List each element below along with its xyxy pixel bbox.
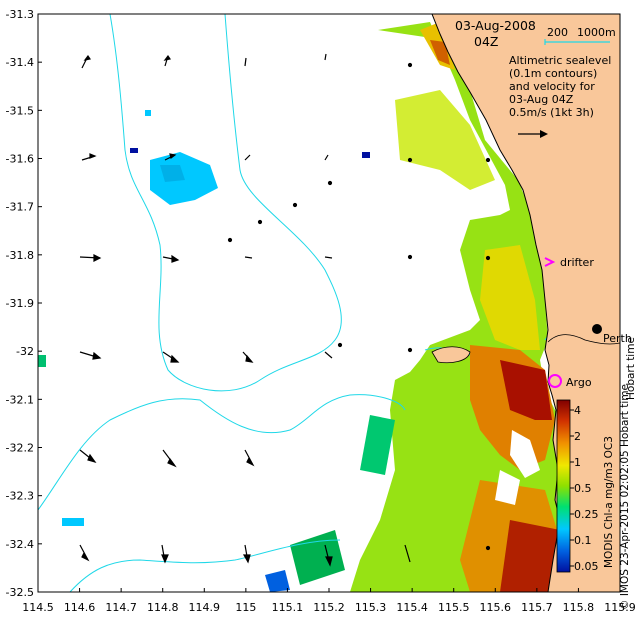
y-axis: -31.3 -31.4 -31.5 -31.6 -31.7 -31.8 -31.9 -32 -3…: [6, 8, 42, 599]
rottnest-island: [431, 346, 471, 364]
date-label: 03-Aug-2008: [455, 18, 536, 33]
scale-text: 0.5m/s (1kt 3h): [509, 106, 594, 119]
y-tick-label: -31.9: [6, 297, 34, 310]
credit-text: © IMOS 23-Apr-2015 02:02:05 Hobart time: [619, 384, 631, 610]
colorbar-tick-label: 0.25: [574, 508, 599, 521]
x-axis: 114.5 114.6 114.7 114.8 114.9 115 115.1 115.2 11…: [22, 588, 636, 614]
x-tick-label: 115.2: [313, 601, 345, 614]
x-tick-label: 115.5: [438, 601, 470, 614]
colorbar-tick-label: 0.5: [574, 482, 592, 495]
colorbar-title: MODIS Chl-a mg/m3 OC3: [603, 436, 615, 568]
x-tick-label: 114.7: [105, 601, 137, 614]
colorbar-tick-label: 1: [574, 456, 581, 469]
colorbar: 4 2 1 0.5 0.25 0.1 0.05: [556, 399, 599, 573]
colorbar-ticks: 4 2 1 0.5 0.25 0.1 0.05: [570, 404, 599, 573]
description-line: Altimetric sealevel: [509, 54, 611, 67]
argo-marker: [548, 374, 562, 388]
plot-area: [38, 14, 620, 592]
city-label-perth: Perth: [603, 332, 632, 345]
y-tick-label: -31.7: [6, 201, 34, 214]
x-tick-label: 114.8: [147, 601, 179, 614]
x-tick-label: 115.4: [396, 601, 428, 614]
y-tick-label: -32: [16, 345, 34, 358]
description-line: 03-Aug 04Z: [509, 93, 574, 106]
velocity-arrows: [79, 53, 491, 567]
depth-legend-shallow: 200: [547, 26, 568, 39]
x-tick-label: 115.8: [563, 601, 595, 614]
argo-label: Argo: [566, 376, 592, 389]
timezone-label: Hobart time: [625, 337, 637, 400]
colorbar-tick-label: 0.1: [574, 534, 592, 547]
land-mass: [431, 14, 620, 592]
drifter-label: drifter: [560, 256, 594, 269]
y-tick-label: -31.4: [6, 56, 34, 69]
y-tick-label: -31.3: [6, 8, 34, 21]
x-tick-label: 114.6: [64, 601, 96, 614]
y-tick-label: -31.6: [6, 153, 34, 166]
y-tick-label: -32.3: [6, 490, 34, 503]
depth-legend-deep: 1000m: [577, 26, 616, 39]
scale-arrow: [518, 130, 548, 138]
colorbar-tick-label: 4: [574, 404, 581, 417]
description-line: (0.1m contours): [509, 67, 597, 80]
colorbar-tick-label: 2: [574, 430, 581, 443]
sealevel-contour: [547, 334, 620, 345]
y-tick-label: -31.5: [6, 104, 34, 117]
x-tick-label: 115.3: [355, 601, 387, 614]
x-tick-label: 114.5: [22, 601, 54, 614]
x-tick-label: 115.6: [480, 601, 512, 614]
y-tick-label: -32.5: [6, 586, 34, 599]
x-tick-label: 115.9: [604, 601, 636, 614]
x-tick-label: 115: [235, 601, 256, 614]
y-tick-label: -32.2: [6, 442, 34, 455]
y-tick-label: -31.8: [6, 249, 34, 262]
drifter-marker: [544, 257, 556, 267]
perth-marker: [592, 324, 602, 334]
chlorophyll-field: [38, 22, 560, 592]
x-tick-label: 115.1: [272, 601, 304, 614]
colorbar-tick-label: 0.05: [574, 560, 599, 573]
description-block: Altimetric sealevel (0.1m contours) and …: [509, 54, 611, 119]
description-line: and velocity for: [509, 80, 595, 93]
time-label: 04Z: [474, 34, 498, 49]
x-tick-label: 114.9: [189, 601, 221, 614]
x-tick-label: 115.7: [521, 601, 553, 614]
y-tick-label: -32.1: [6, 393, 34, 406]
y-tick-label: -32.4: [6, 538, 34, 551]
